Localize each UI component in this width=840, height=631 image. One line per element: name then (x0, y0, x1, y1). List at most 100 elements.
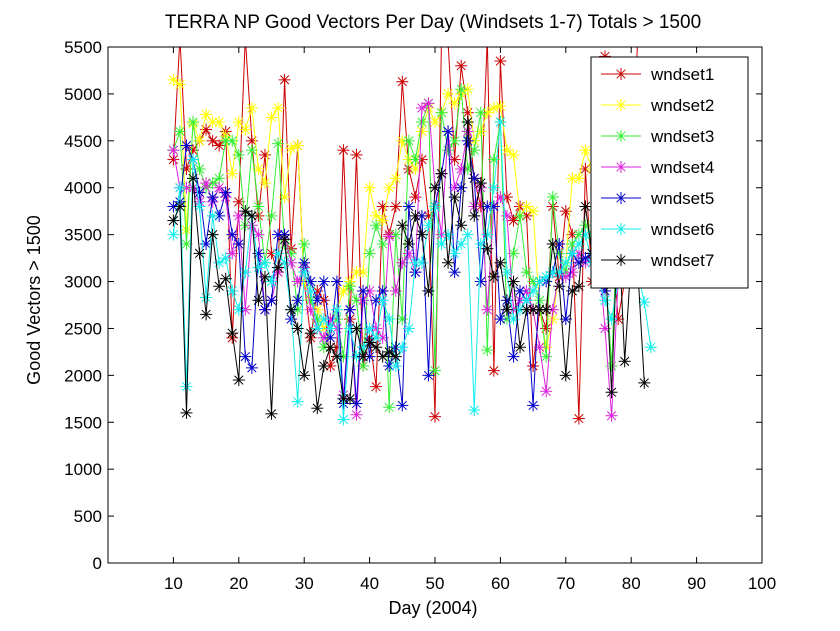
data-point (540, 385, 553, 398)
data-point (330, 303, 343, 316)
data-point (330, 275, 343, 288)
data-point (376, 238, 389, 251)
data-point (487, 270, 500, 283)
legend-entry: wndset5 (601, 189, 714, 208)
data-point (226, 167, 239, 180)
data-point (448, 247, 461, 260)
data-point (533, 275, 546, 288)
legend-label: wndset5 (650, 189, 714, 208)
data-point (200, 108, 213, 121)
data-point (507, 214, 520, 227)
data-point (527, 359, 540, 372)
data-point (206, 191, 219, 204)
data-point (442, 228, 455, 241)
data-point (455, 59, 468, 72)
data-point (527, 284, 540, 297)
data-point (415, 256, 428, 269)
data-point (317, 331, 330, 344)
data-point (232, 238, 245, 251)
legend-entry: wndset3 (601, 127, 714, 146)
y-tick-label: 2000 (64, 366, 102, 385)
data-point (494, 313, 507, 326)
legend-label: wndset7 (650, 251, 714, 270)
data-point (500, 144, 513, 157)
series-line-wndset3 (172, 89, 652, 408)
data-point (193, 162, 206, 175)
data-point (291, 322, 304, 335)
data-point (291, 395, 304, 408)
data-point (311, 402, 324, 415)
data-point (317, 359, 330, 372)
data-point (278, 73, 291, 86)
data-point (187, 153, 200, 166)
data-point (396, 399, 409, 412)
data-point (200, 291, 213, 304)
data-point (396, 75, 409, 88)
data-point (435, 238, 448, 251)
data-point (402, 134, 415, 147)
x-tick-label: 10 (164, 574, 183, 593)
data-point (494, 116, 507, 129)
data-point (324, 331, 337, 344)
data-point (435, 167, 448, 180)
data-point (442, 256, 455, 269)
data-point (265, 209, 278, 222)
legend-marker (615, 130, 627, 142)
x-tick-label: 20 (229, 574, 248, 593)
data-point (258, 177, 271, 190)
data-point (219, 186, 232, 199)
data-point (383, 313, 396, 326)
data-point (415, 228, 428, 241)
legend-marker (615, 192, 627, 204)
data-point (232, 374, 245, 387)
data-point (481, 303, 494, 316)
data-point (317, 275, 330, 288)
data-point (226, 284, 239, 297)
series-line-wndset5 (173, 131, 652, 406)
data-point (435, 106, 448, 119)
data-point (546, 191, 559, 204)
legend-marker (615, 223, 627, 235)
data-point (507, 275, 520, 288)
data-point (422, 369, 435, 382)
data-point (474, 177, 487, 190)
data-point (357, 284, 370, 297)
data-point (461, 125, 474, 138)
data-point (265, 407, 278, 420)
data-point (213, 181, 226, 194)
legend-label: wndset2 (650, 96, 714, 115)
data-point (232, 116, 245, 129)
data-point (599, 322, 612, 335)
data-point (350, 397, 363, 410)
data-point (298, 266, 311, 279)
data-point (370, 219, 383, 232)
data-point (245, 101, 258, 114)
data-point (337, 284, 350, 297)
data-point (258, 148, 271, 161)
data-point (232, 148, 245, 161)
data-point (376, 200, 389, 213)
data-point (350, 294, 363, 307)
data-point (442, 125, 455, 138)
data-point (494, 55, 507, 68)
data-point (239, 350, 252, 363)
data-point (350, 148, 363, 161)
data-point (180, 139, 193, 152)
x-tick-label: 100 (748, 574, 776, 593)
y-tick-label: 5000 (64, 85, 102, 104)
data-point (226, 228, 239, 241)
data-point (429, 364, 441, 377)
data-point (487, 181, 500, 194)
data-point (540, 270, 553, 283)
data-point (200, 308, 213, 321)
data-point (474, 238, 487, 251)
data-point (422, 219, 435, 232)
data-point (638, 376, 651, 389)
data-point (206, 228, 219, 241)
data-point (278, 233, 291, 246)
data-point (180, 223, 193, 236)
data-point (520, 266, 533, 279)
data-point (514, 341, 527, 354)
data-point (298, 369, 311, 382)
